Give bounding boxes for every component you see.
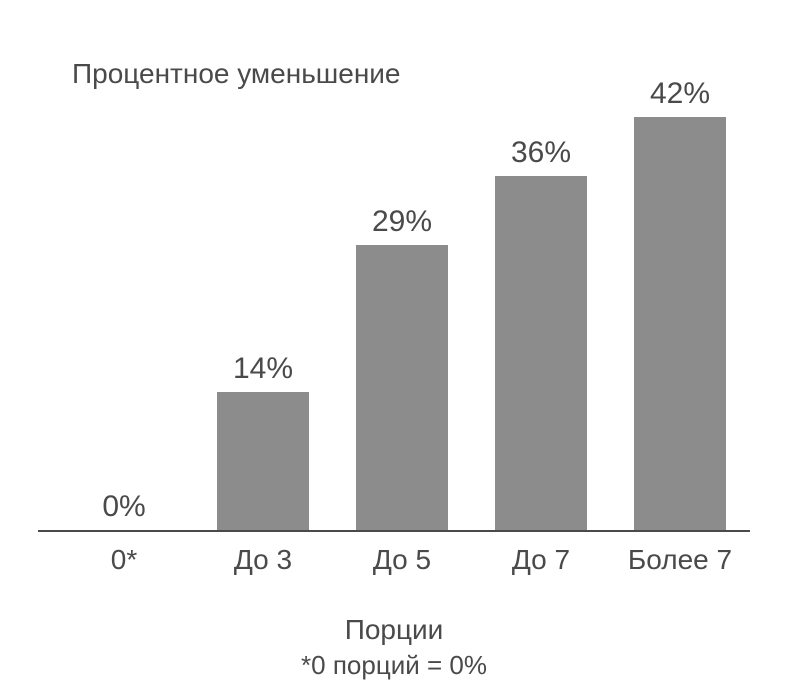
bar-value-label: 0% <box>102 490 145 524</box>
x-axis-label: 0* <box>111 544 137 576</box>
x-axis-label: До 3 <box>234 544 292 576</box>
bar <box>356 245 448 530</box>
bar <box>217 392 309 530</box>
x-axis-title: Порции <box>345 614 444 646</box>
bar <box>634 117 726 530</box>
chart-title: Процентное уменьшение <box>72 58 401 90</box>
bar-value-label: 14% <box>233 352 293 386</box>
chart-footnote: *0 порций = 0% <box>301 650 487 681</box>
x-axis-label: Более 7 <box>628 544 732 576</box>
x-axis-label: До 5 <box>373 544 431 576</box>
bar-value-label: 36% <box>511 136 571 170</box>
x-axis-label: До 7 <box>512 544 570 576</box>
bar-value-label: 42% <box>650 77 710 111</box>
bar-chart: Процентное уменьшение Порции *0 порций =… <box>0 0 788 693</box>
bar <box>495 176 587 530</box>
bar-value-label: 29% <box>372 205 432 239</box>
